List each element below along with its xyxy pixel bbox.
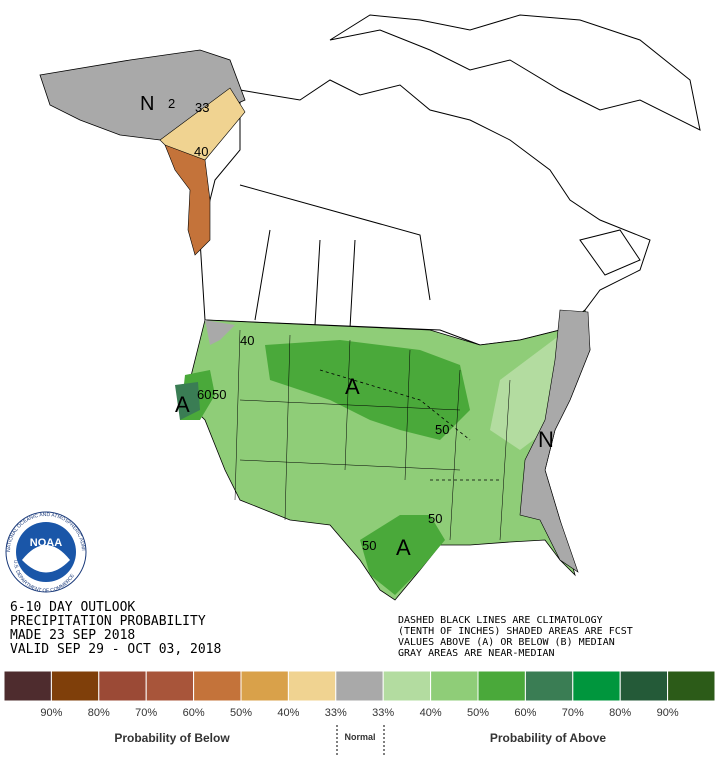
map-label: 50	[428, 511, 442, 526]
legend-swatch	[382, 670, 432, 702]
logo-name: NOAA	[30, 537, 62, 549]
map-label: 60	[197, 387, 211, 402]
alaska	[39, 49, 246, 256]
legend-label: 60%	[183, 707, 205, 719]
legend-above-title: Probability of Above	[490, 731, 607, 745]
map-label: A	[345, 374, 360, 399]
legend: 90% 80% 70% 60% 50% 40% 33% 33% 40% 50% 60% 70% 80% 9…	[3, 670, 716, 719]
note-line: GRAY AREAS ARE NEAR-MEDIAN	[398, 648, 555, 659]
map-label: A	[396, 535, 411, 560]
note-line: VALUES ABOVE (A) OR BELOW (B) MEDIAN	[398, 637, 615, 648]
map-label: 50	[362, 538, 376, 553]
legend-swatch	[572, 670, 621, 702]
notes: DASHED BLACK LINES ARE CLIMATOLOGY (TENT…	[398, 615, 633, 659]
legend-label: 40%	[277, 707, 299, 719]
map-label: 33	[195, 100, 209, 115]
legend-label: 80%	[609, 707, 631, 719]
legend-label: 80%	[88, 707, 110, 719]
near-median-east	[519, 309, 591, 573]
map-labels: N 2 33 40 40 A 60 50 A 50 N 50 50 A	[140, 93, 554, 560]
logo-gull	[22, 545, 70, 573]
legend-label: 50%	[467, 707, 489, 719]
alaska-below-50	[164, 144, 211, 256]
legend-swatch	[335, 670, 384, 702]
legend-normal: Normal	[344, 732, 375, 742]
legend-label: 33%	[372, 707, 394, 719]
map-label: 2	[168, 96, 175, 111]
above-50-texas	[360, 515, 445, 595]
legend-swatch	[477, 670, 526, 702]
legend-label: 40%	[420, 707, 442, 719]
note-line: DASHED BLACK LINES ARE CLIMATOLOGY	[398, 615, 603, 626]
climatology-lines	[319, 369, 500, 481]
legend-swatch	[619, 670, 669, 702]
legend-swatch	[287, 670, 337, 702]
map-label: N	[538, 427, 554, 452]
note-line: (TENTH OF INCHES) SHADED AREAS ARE FCST	[398, 626, 633, 637]
outlook-line: MADE 23 SEP 2018	[10, 628, 135, 643]
map-label: 40	[240, 333, 254, 348]
legend-swatch	[3, 670, 52, 702]
conus	[175, 309, 591, 601]
canada-outline	[199, 14, 701, 346]
map-label: 50	[435, 422, 449, 437]
legend-label: 90%	[657, 707, 679, 719]
legend-swatch	[193, 670, 242, 702]
map-label: 40	[194, 144, 208, 159]
legend-label: 70%	[562, 707, 584, 719]
legend-swatch	[98, 670, 147, 702]
map-label: 50	[212, 387, 226, 402]
outlook-line: 6-10 DAY OUTLOOK	[10, 600, 135, 615]
legend-label: 70%	[135, 707, 157, 719]
outlook-line: PRECIPITATION PROBABILITY	[10, 614, 206, 629]
legend-below-title: Probability of Below	[114, 731, 230, 745]
legend-swatch	[50, 670, 100, 702]
legend-label: 50%	[230, 707, 252, 719]
near-median-northwest	[205, 320, 235, 345]
state-lines	[234, 329, 511, 541]
above-60-california	[175, 382, 200, 420]
legend-swatch	[430, 670, 479, 702]
legend-swatch	[524, 670, 574, 702]
legend-swatch	[240, 670, 289, 702]
map-label: N	[140, 93, 154, 115]
legend-swatch	[145, 670, 195, 702]
legend-label: 90%	[40, 707, 62, 719]
outlook-line: VALID SEP 29 - OCT 03, 2018	[10, 642, 221, 657]
legend-label: 33%	[325, 707, 347, 719]
map-label: A	[175, 392, 190, 417]
legend-swatch	[667, 670, 716, 702]
above-50-plains	[265, 340, 470, 440]
outlook-title: 6-10 DAY OUTLOOK PRECIPITATION PROBABILI…	[10, 600, 221, 657]
legend-label: 60%	[514, 707, 536, 719]
